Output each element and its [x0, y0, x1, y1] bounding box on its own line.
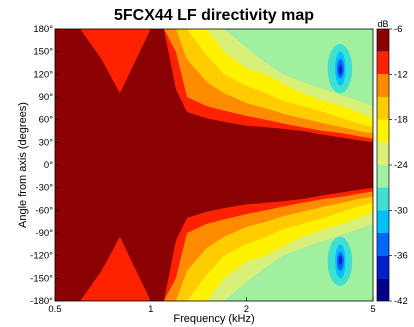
y-tick-label: -30°	[35, 183, 53, 194]
colorbar-swatch	[377, 97, 389, 120]
y-tick-label: -60°	[35, 205, 53, 216]
x-tick-label: 2	[244, 304, 249, 315]
pocket-lower-3	[338, 255, 343, 265]
colorbar-tick-label: -24	[394, 160, 408, 171]
y-axis-label: Angle from axis (degrees)	[17, 102, 29, 228]
x-tick-label: 1	[148, 304, 153, 315]
level-region-lower--24	[55, 223, 373, 301]
y-tick-label: -90°	[35, 228, 53, 239]
colorbar-swatch	[377, 233, 389, 256]
chart-title: 5FCX44 LF directivity map	[114, 7, 314, 24]
colorbar-tick-label: -12	[394, 69, 408, 80]
pocket-upper-3	[338, 65, 343, 75]
colorbar-swatch	[377, 29, 389, 52]
colorbar-tick-label: -36	[394, 251, 408, 262]
y-tick-label: -120°	[30, 251, 53, 262]
y-tick-label: 60°	[39, 115, 54, 126]
colorbar-tick-label: -42	[394, 296, 408, 307]
plot-area	[55, 29, 373, 301]
colorbar-swatch	[377, 74, 389, 97]
x-tick-label: 0.5	[48, 304, 61, 315]
y-tick-label: 0°	[44, 160, 53, 171]
x-tick-label: 5	[370, 304, 375, 315]
level-region-upper--24	[55, 29, 373, 107]
colorbar-swatch	[377, 51, 389, 75]
colorbar-swatch	[377, 119, 389, 143]
colorbar-ticks: -6 -12 -18 -24 -30 -36 -42	[389, 24, 408, 307]
y-tick-label: 90°	[39, 92, 54, 103]
x-axis-label: Frequency (kHz)	[173, 313, 254, 325]
colorbar-swatch	[377, 255, 389, 279]
colorbar-tick-label: -6	[394, 24, 402, 35]
colorbar-swatch	[377, 210, 389, 233]
y-tick-label: 30°	[39, 137, 54, 148]
colorbar-swatch	[377, 187, 389, 211]
colorbar-swatch	[377, 278, 389, 301]
y-tick-label: 150°	[33, 47, 53, 58]
x-axis-ticks: 0.5 1 2 5	[48, 297, 376, 315]
colorbar-swatch	[377, 142, 389, 165]
colorbar-tick-label: -18	[394, 115, 408, 126]
colorbar-swatch	[377, 165, 389, 188]
y-tick-label: -180°	[30, 296, 53, 307]
colorbar	[376, 28, 390, 302]
colorbar-tick-label: -30	[394, 205, 408, 216]
y-tick-label: 120°	[33, 69, 53, 80]
y-axis-ticks: 180° 150° 120° 90° 60° 30° 0° -30° -60° -90° -120°…	[30, 24, 59, 307]
colorbar-unit: dB	[377, 19, 388, 29]
y-tick-label: -150°	[30, 273, 53, 284]
y-tick-label: 180°	[33, 24, 53, 35]
